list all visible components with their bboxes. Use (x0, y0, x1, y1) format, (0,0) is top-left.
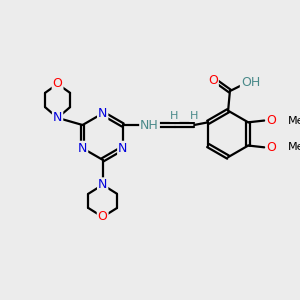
Text: N: N (98, 178, 107, 191)
Text: H: H (170, 111, 179, 121)
Text: O: O (52, 77, 62, 90)
Text: NH: NH (140, 118, 159, 131)
Text: Me: Me (288, 116, 300, 125)
Text: OH: OH (241, 76, 260, 88)
Text: O: O (208, 74, 218, 87)
Text: H: H (190, 111, 198, 121)
Text: N: N (98, 107, 107, 120)
Text: Me: Me (288, 142, 300, 152)
Text: O: O (266, 141, 276, 154)
Text: O: O (266, 114, 276, 127)
Text: O: O (98, 211, 108, 224)
Text: N: N (78, 142, 87, 155)
Text: N: N (118, 142, 128, 155)
Text: N: N (53, 111, 62, 124)
